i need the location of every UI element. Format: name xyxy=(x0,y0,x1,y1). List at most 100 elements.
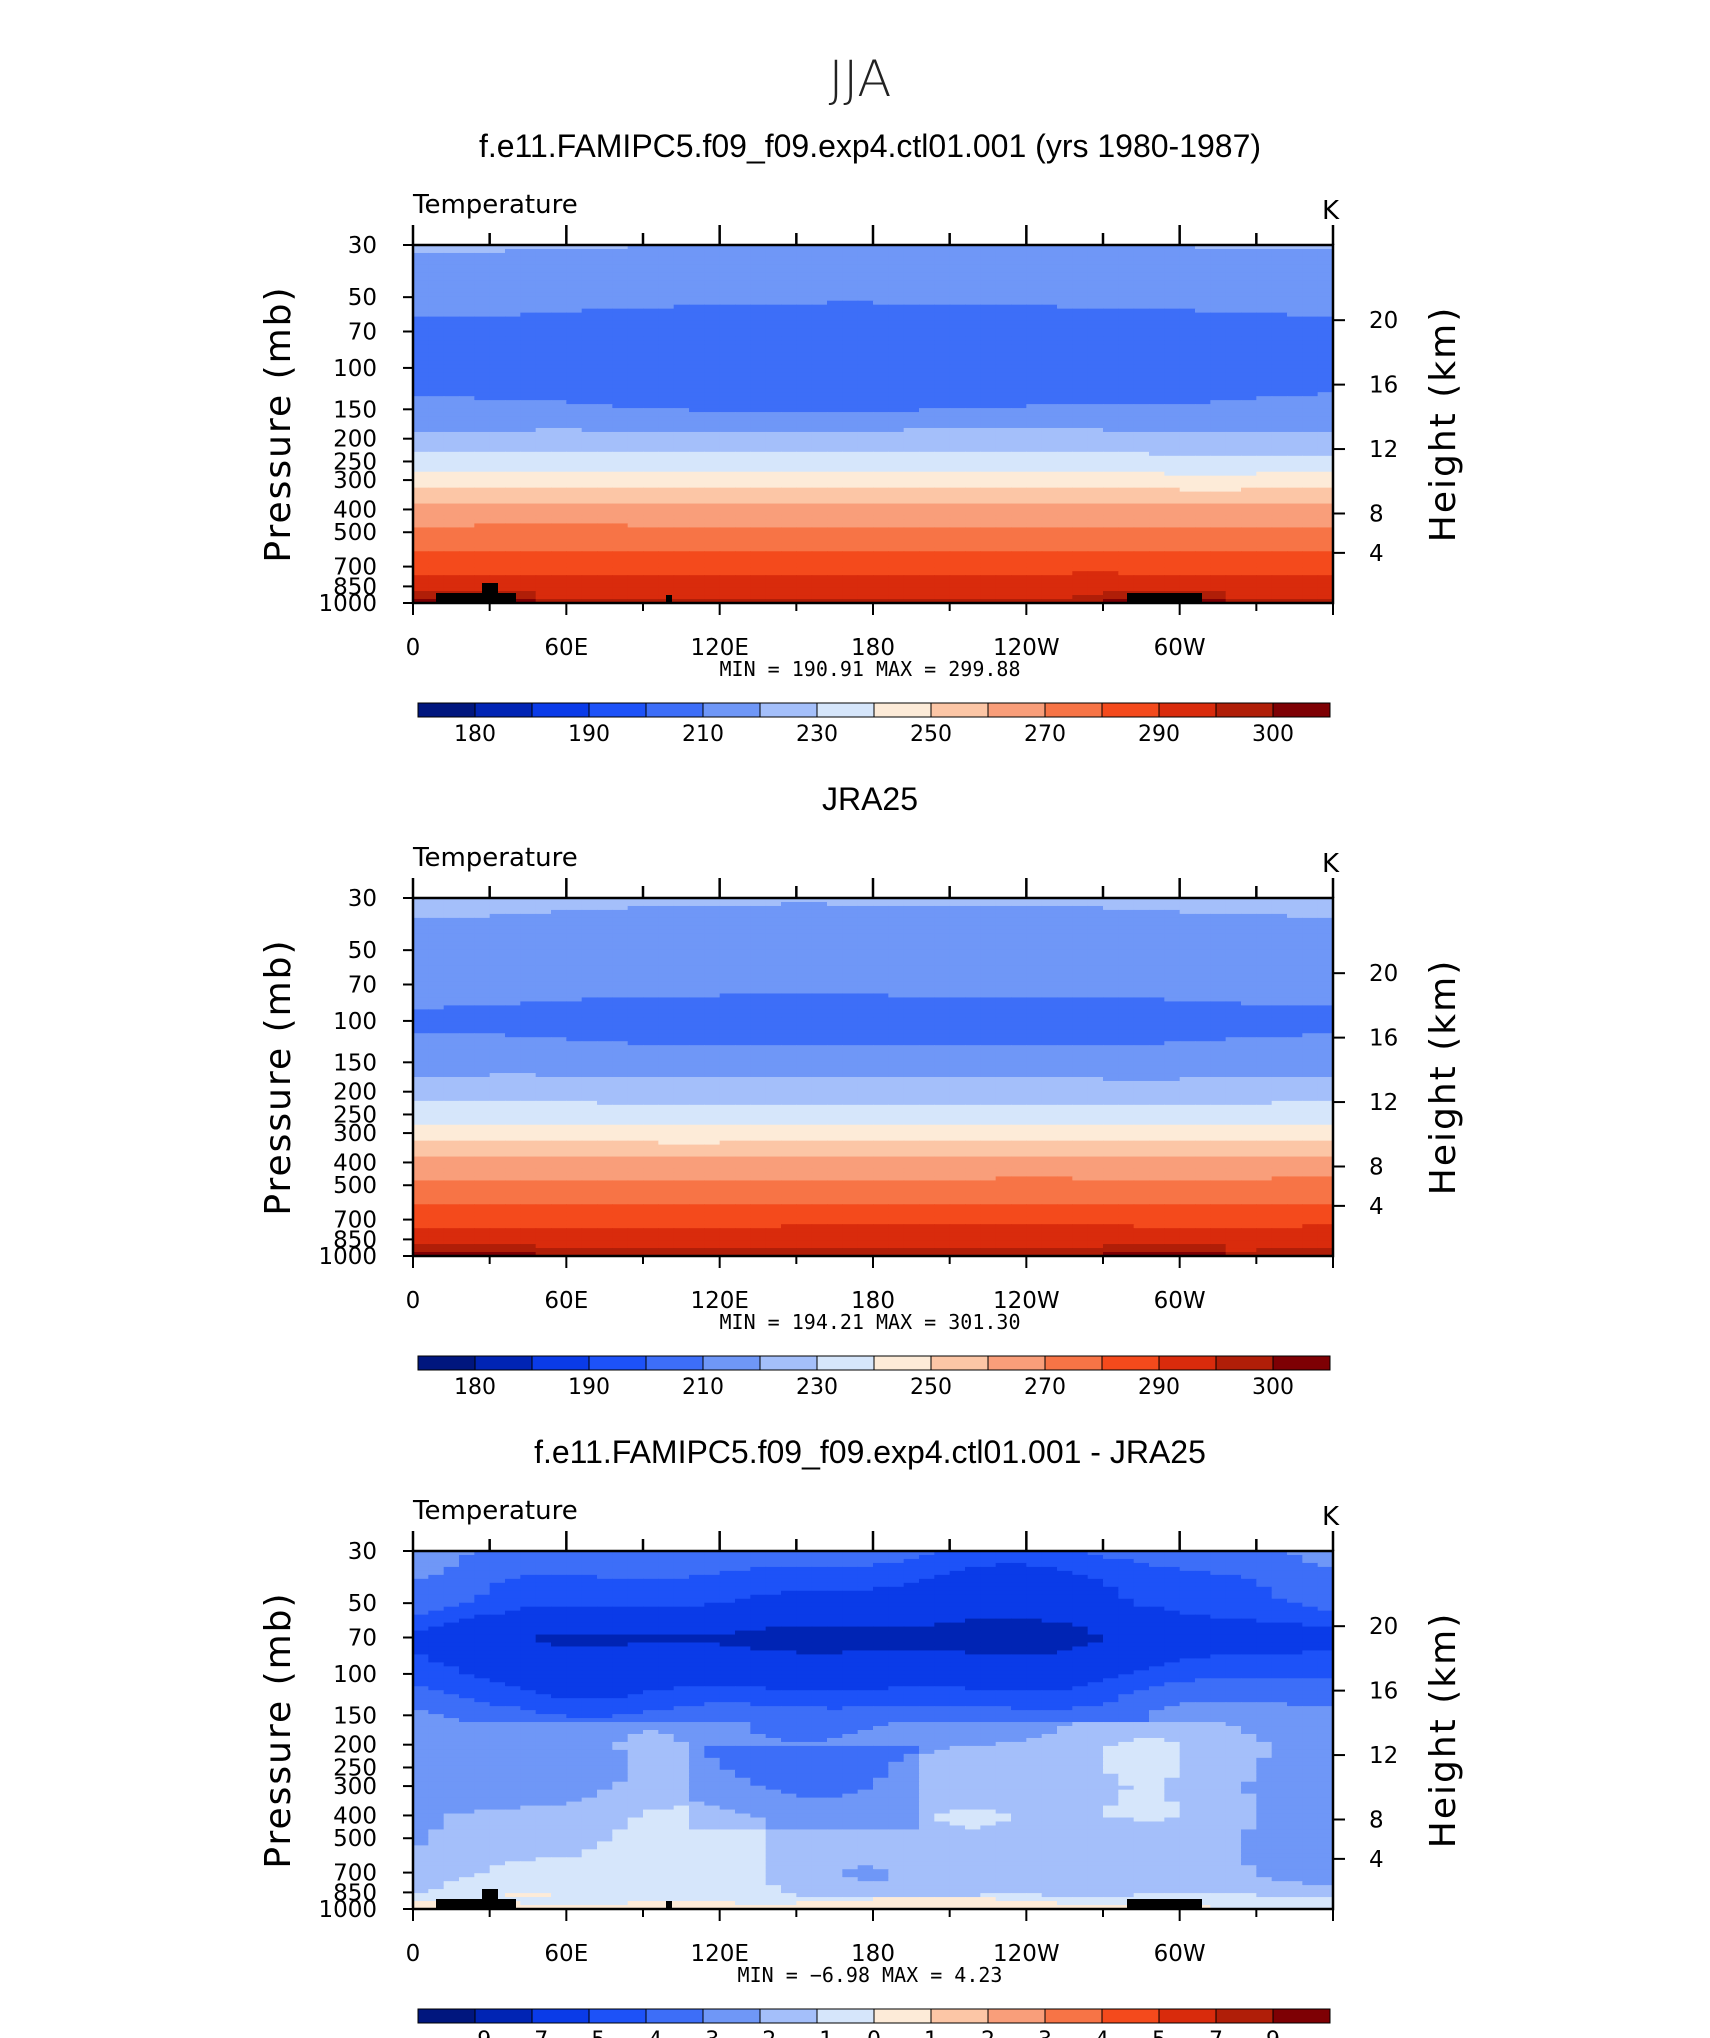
field-cell xyxy=(612,444,628,449)
field-cell xyxy=(904,269,920,274)
field-cell xyxy=(919,539,935,544)
field-cell xyxy=(1088,309,1104,314)
field-cell xyxy=(628,321,644,326)
field-cell xyxy=(888,352,904,357)
field-cell xyxy=(1302,512,1318,517)
field-cell xyxy=(413,535,429,540)
field-cell xyxy=(1302,508,1318,513)
field-cell xyxy=(904,535,920,540)
field-cell xyxy=(1088,412,1104,417)
field-cell xyxy=(1164,527,1180,532)
field-cell xyxy=(950,261,966,266)
field-cell xyxy=(674,376,690,381)
field-cell xyxy=(781,348,797,353)
field-cell xyxy=(566,344,582,349)
field-cell xyxy=(658,309,674,314)
field-cell xyxy=(520,329,536,334)
field-cell xyxy=(474,364,490,369)
field-cell xyxy=(873,396,889,401)
field-cell xyxy=(720,277,736,282)
field-cell xyxy=(934,289,950,294)
field-cell xyxy=(1149,261,1165,266)
field-cell xyxy=(1088,368,1104,373)
field-cell xyxy=(1302,269,1318,274)
field-cell xyxy=(812,392,828,397)
field-cell xyxy=(1088,547,1104,552)
field-cell xyxy=(858,416,874,421)
field-cell xyxy=(1241,396,1257,401)
field-cell xyxy=(689,305,705,310)
field-cell xyxy=(858,380,874,385)
field-cell xyxy=(950,297,966,302)
field-cell xyxy=(1057,372,1073,377)
field-cell xyxy=(1287,364,1303,369)
field-cell xyxy=(505,293,521,298)
field-cell xyxy=(980,301,996,306)
field-cell xyxy=(1272,563,1288,568)
field-cell xyxy=(413,301,429,306)
field-cell xyxy=(490,269,506,274)
field-cell xyxy=(1072,261,1088,266)
field-cell xyxy=(674,480,690,485)
field-cell xyxy=(551,496,567,501)
field-cell xyxy=(1241,364,1257,369)
field-cell xyxy=(1088,472,1104,477)
field-cell xyxy=(505,321,521,326)
field-cell xyxy=(980,436,996,441)
field-cell xyxy=(444,420,460,425)
field-cell xyxy=(597,269,613,274)
field-cell xyxy=(628,567,644,572)
field-cell xyxy=(1256,531,1272,536)
field-cell xyxy=(1226,452,1242,457)
field-cell xyxy=(1103,428,1119,433)
field-cell xyxy=(904,408,920,413)
field-cell xyxy=(474,285,490,290)
field-cell xyxy=(1011,555,1027,560)
field-cell xyxy=(904,329,920,334)
field-cell xyxy=(873,543,889,548)
field-cell xyxy=(428,293,444,298)
field-cell xyxy=(597,543,613,548)
field-cell xyxy=(505,412,521,417)
field-cell xyxy=(566,488,582,493)
field-cell xyxy=(628,400,644,405)
field-cell xyxy=(1088,488,1104,493)
field-cell xyxy=(689,512,705,517)
field-cell xyxy=(750,289,766,294)
field-cell xyxy=(1088,492,1104,497)
field-cell xyxy=(1057,364,1073,369)
field-cell xyxy=(1287,480,1303,485)
field-cell xyxy=(1149,460,1165,465)
field-cell xyxy=(1272,492,1288,497)
field-cell xyxy=(643,380,659,385)
field-cell xyxy=(904,249,920,254)
field-cell xyxy=(827,500,843,505)
field-cell xyxy=(643,543,659,548)
field-cell xyxy=(643,531,659,536)
field-cell xyxy=(551,412,567,417)
field-cell xyxy=(980,416,996,421)
field-cell xyxy=(796,444,812,449)
field-cell xyxy=(1088,249,1104,254)
field-cell xyxy=(520,575,536,580)
field-cell xyxy=(1088,436,1104,441)
field-cell xyxy=(965,261,981,266)
field-cell xyxy=(674,472,690,477)
field-cell xyxy=(750,273,766,278)
field-cell xyxy=(612,512,628,517)
field-cell xyxy=(566,376,582,381)
field-cell xyxy=(827,404,843,409)
field-cell xyxy=(490,277,506,282)
field-cell xyxy=(1149,531,1165,536)
field-cell xyxy=(965,348,981,353)
field-cell xyxy=(1241,416,1257,421)
field-cell xyxy=(1256,404,1272,409)
field-cell xyxy=(827,468,843,473)
field-cell xyxy=(428,559,444,564)
field-cell xyxy=(643,352,659,357)
field-cell xyxy=(612,567,628,572)
field-cell xyxy=(1256,325,1272,330)
field-cell xyxy=(1226,504,1242,509)
field-cell xyxy=(781,456,797,461)
field-cell xyxy=(919,484,935,489)
